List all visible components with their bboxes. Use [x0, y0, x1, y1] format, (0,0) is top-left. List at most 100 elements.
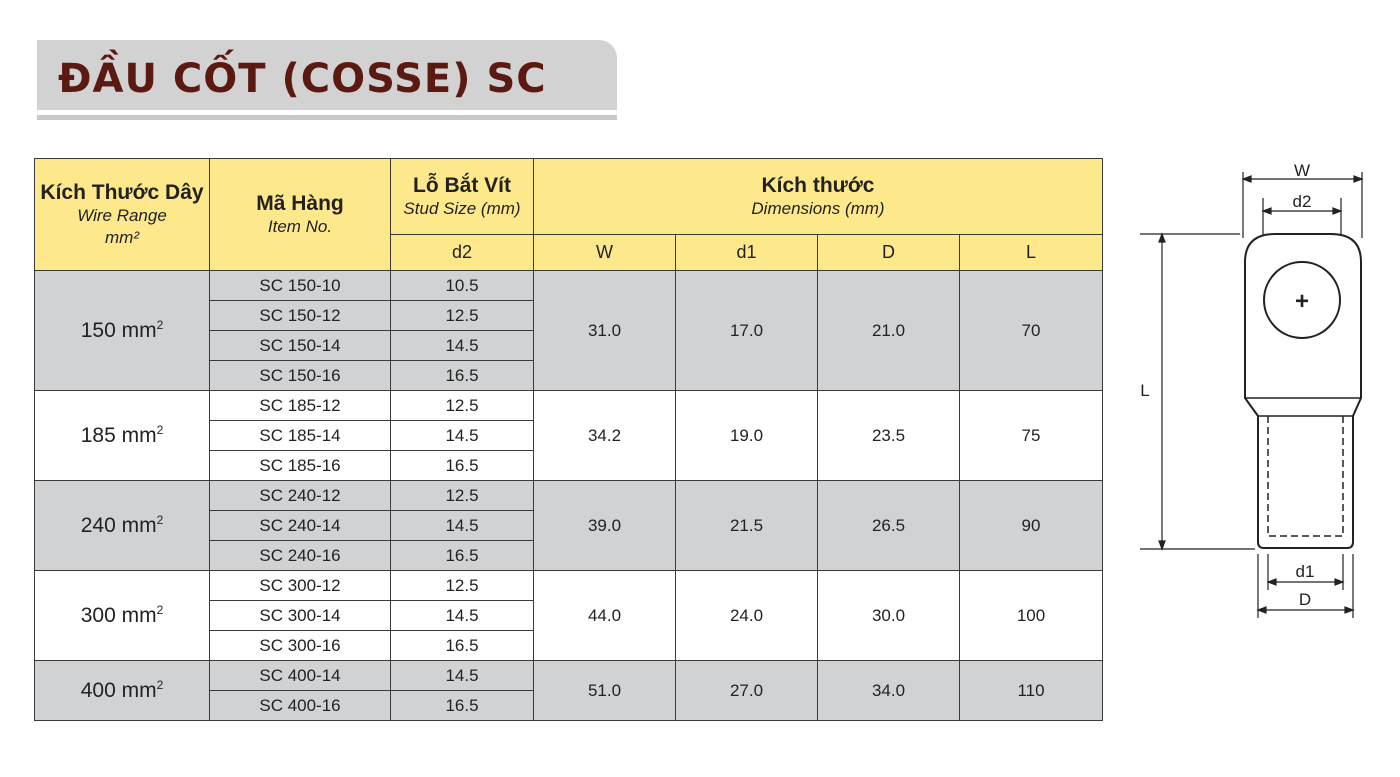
table-row: 240 mm2 SC 240-12 12.5 39.0 21.5 26.5 90: [34, 480, 1103, 571]
dim-d1-cell: 19.0: [675, 390, 818, 481]
header-dimensions-main: Kích thước: [761, 173, 875, 197]
item-code-cell: SC 185-14: [209, 420, 391, 451]
item-code-cell: SC 150-12: [209, 300, 391, 331]
dim-l-cell: 75: [959, 390, 1103, 481]
header-stud-size: Lỗ Bắt Vít Stud Size (mm): [390, 158, 534, 235]
dim-d-cell: 21.0: [817, 270, 960, 391]
item-code-cell: SC 400-16: [209, 690, 391, 721]
wire-range-value: 300 mm: [80, 604, 157, 627]
stud-size-cell: 12.5: [390, 300, 534, 331]
stud-size-cell: 14.5: [390, 600, 534, 631]
wire-range-value: 400 mm: [80, 679, 157, 702]
table-row: 400 mm2 SC 400-14 14.5 51.0 27.0 34.0 110: [34, 660, 1103, 721]
stud-size-cell: 10.5: [390, 270, 534, 301]
stud-size-cell: 12.5: [390, 570, 534, 601]
table-row: 150 mm2 SC 150-10 10.5 31.0 17.0 21.0 70: [34, 270, 1103, 391]
dim-w-cell: 51.0: [533, 660, 676, 721]
dim-w-cell: 31.0: [533, 270, 676, 391]
dim-w-cell: 34.2: [533, 390, 676, 481]
dim-d1: [1266, 554, 1345, 590]
dim-l-cell: 90: [959, 480, 1103, 571]
item-code-cell: SC 150-10: [209, 270, 391, 301]
wire-range-unit-sup: 2: [156, 603, 164, 617]
table-row: SC 300-16 16.5: [35, 630, 1103, 661]
header-l: L: [959, 234, 1103, 271]
dim-d-cell: 30.0: [817, 570, 960, 661]
stud-size-cell: 16.5: [390, 450, 534, 481]
item-code-cell: SC 150-16: [209, 360, 391, 391]
item-code-cell: SC 400-14: [209, 660, 391, 691]
stud-size-cell: 16.5: [390, 360, 534, 391]
dim-l-cell: 110: [959, 660, 1103, 721]
table-row: SC 185-14 14.5: [35, 420, 1103, 451]
dim-d-cell: 23.5: [817, 390, 960, 481]
item-code-cell: SC 240-14: [209, 510, 391, 541]
item-code-cell: SC 150-14: [209, 330, 391, 361]
stud-size-cell: 14.5: [390, 420, 534, 451]
header-stud-size-sub: Stud Size (mm): [403, 198, 521, 218]
wire-range-cell: 185 mm2: [34, 390, 210, 481]
wire-range-value: 150 mm: [80, 319, 157, 342]
header-w: W: [533, 234, 676, 271]
dim-d1-cell: 17.0: [675, 270, 818, 391]
item-code-cell: SC 300-14: [209, 600, 391, 631]
item-code-cell: SC 240-16: [209, 540, 391, 571]
table-row: SC 150-16 16.5: [35, 360, 1103, 391]
dim-w-cell: 39.0: [533, 480, 676, 571]
item-code-cell: SC 185-12: [209, 390, 391, 421]
dim-d-cell: 26.5: [817, 480, 960, 571]
table-row: SC 240-14 14.5: [35, 510, 1103, 541]
lug-stud-hole: [1263, 261, 1341, 339]
wire-range-unit-sup: 2: [156, 678, 164, 692]
center-mark-icon: +: [1295, 288, 1309, 315]
item-code-cell: SC 300-12: [209, 570, 391, 601]
wire-range-value: 185 mm: [80, 424, 157, 447]
dim-d1-cell: 24.0: [675, 570, 818, 661]
wire-range-unit-sup: 2: [156, 423, 164, 437]
label-w: W: [1294, 161, 1310, 180]
title-underline: [37, 115, 617, 120]
wire-range-unit-sup: 2: [156, 318, 164, 332]
spec-table: Kích Thước Dây Wire Range mm² Mã Hàng It…: [34, 158, 1103, 721]
label-d: D: [1299, 590, 1311, 609]
header-wire-range: Kích Thước Dây Wire Range mm²: [34, 158, 210, 271]
header-d: D: [817, 234, 960, 271]
title-band: [37, 40, 617, 110]
wire-range-unit-sup: 2: [156, 513, 164, 527]
table-row: SC 150-14 14.5: [35, 330, 1103, 361]
stud-size-cell: 16.5: [390, 690, 534, 721]
header-wire-range-unit: mm²: [105, 227, 139, 247]
stud-size-cell: 16.5: [390, 630, 534, 661]
wire-range-value: 240 mm: [80, 514, 157, 537]
dim-d1-cell: 21.5: [675, 480, 818, 571]
table-row: SC 240-16 16.5: [35, 540, 1103, 571]
wire-range-cell: 240 mm2: [34, 480, 210, 571]
stud-size-cell: 16.5: [390, 540, 534, 571]
header-item-no-main: Mã Hàng: [256, 191, 344, 215]
dim-l: [1140, 232, 1255, 551]
dim-w: [1241, 172, 1364, 238]
header-item-no-sub: Item No.: [267, 216, 333, 236]
stud-size-cell: 14.5: [390, 330, 534, 361]
table-row: SC 400-16 16.5: [35, 690, 1103, 721]
header-stud-size-main: Lỗ Bắt Vít: [413, 173, 511, 197]
lug-diagram: W d2 L + d1 D: [1140, 161, 1364, 618]
dim-d1-cell: 27.0: [675, 660, 818, 721]
item-code-cell: SC 300-16: [209, 630, 391, 661]
header-item-no: Mã Hàng Item No.: [209, 158, 391, 271]
stud-size-cell: 14.5: [390, 660, 534, 691]
item-code-cell: SC 185-16: [209, 450, 391, 481]
header-wire-range-main: Kích Thước Dây: [40, 180, 204, 204]
wire-range-cell: 300 mm2: [34, 570, 210, 661]
header-d1: d1: [675, 234, 818, 271]
table-row: 185 mm2 SC 185-12 12.5 34.2 19.0 23.5 75: [34, 390, 1103, 481]
stud-size-cell: 12.5: [390, 390, 534, 421]
page-title: ĐẦU CỐT (COSSE) SC: [58, 56, 547, 102]
wire-range-cell: 150 mm2: [34, 270, 210, 391]
dim-l-cell: 70: [959, 270, 1103, 391]
header-dimensions-sub: Dimensions (mm): [751, 198, 885, 218]
stud-size-cell: 14.5: [390, 510, 534, 541]
table-row: SC 300-14 14.5: [35, 600, 1103, 631]
header-dimensions: Kích thước Dimensions (mm): [533, 158, 1103, 235]
table-row: 300 mm2 SC 300-12 12.5 44.0 24.0 30.0 100: [34, 570, 1103, 661]
